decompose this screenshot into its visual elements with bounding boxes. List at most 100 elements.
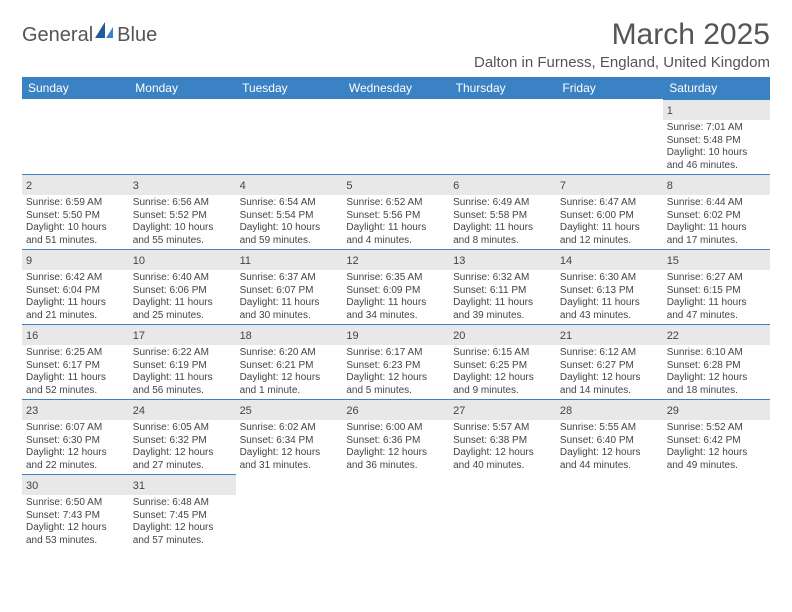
daylight-text: Daylight: 12 hours and 36 minutes. xyxy=(346,447,445,472)
sunset-text: Sunset: 6:00 PM xyxy=(560,210,659,223)
day-number: 4 xyxy=(240,180,246,192)
day-number: 23 xyxy=(26,405,38,417)
title-block: March 2025 Dalton in Furness, England, U… xyxy=(474,18,770,71)
day-number: 12 xyxy=(346,255,358,267)
calendar-cell: 24Sunrise: 6:05 AMSunset: 6:32 PMDayligh… xyxy=(129,399,236,474)
calendar-cell: 6Sunrise: 6:49 AMSunset: 5:58 PMDaylight… xyxy=(449,174,556,249)
calendar-cell: 30Sunrise: 6:50 AMSunset: 7:43 PMDayligh… xyxy=(22,474,129,549)
daylight-text: Daylight: 10 hours and 59 minutes. xyxy=(240,222,339,247)
sunset-text: Sunset: 6:13 PM xyxy=(560,285,659,298)
calendar-cell xyxy=(236,99,343,174)
sunrise-text: Sunrise: 6:52 AM xyxy=(346,197,445,210)
calendar-cell: 28Sunrise: 5:55 AMSunset: 6:40 PMDayligh… xyxy=(556,399,663,474)
day-number: 11 xyxy=(240,255,251,267)
daylight-text: Daylight: 12 hours and 40 minutes. xyxy=(453,447,552,472)
daylight-text: Daylight: 12 hours and 49 minutes. xyxy=(667,447,766,472)
day-number: 7 xyxy=(560,180,566,192)
daylight-text: Daylight: 11 hours and 25 minutes. xyxy=(133,297,232,322)
sunrise-text: Sunrise: 7:01 AM xyxy=(667,122,766,135)
sunrise-text: Sunrise: 5:55 AM xyxy=(560,422,659,435)
weekday-header: Thursday xyxy=(449,77,556,99)
calendar-cell: 29Sunrise: 5:52 AMSunset: 6:42 PMDayligh… xyxy=(663,399,770,474)
calendar-cell xyxy=(556,474,663,549)
daylight-text: Daylight: 11 hours and 39 minutes. xyxy=(453,297,552,322)
daylight-text: Daylight: 12 hours and 14 minutes. xyxy=(560,372,659,397)
calendar-row: 2Sunrise: 6:59 AMSunset: 5:50 PMDaylight… xyxy=(22,174,770,249)
calendar-cell: 27Sunrise: 5:57 AMSunset: 6:38 PMDayligh… xyxy=(449,399,556,474)
weekday-header: Saturday xyxy=(663,77,770,99)
sunset-text: Sunset: 5:54 PM xyxy=(240,210,339,223)
logo: General Blue xyxy=(22,24,157,47)
calendar-cell: 12Sunrise: 6:35 AMSunset: 6:09 PMDayligh… xyxy=(342,249,449,324)
calendar-row: 1Sunrise: 7:01 AMSunset: 5:48 PMDaylight… xyxy=(22,99,770,174)
calendar-cell: 14Sunrise: 6:30 AMSunset: 6:13 PMDayligh… xyxy=(556,249,663,324)
sunrise-text: Sunrise: 6:32 AM xyxy=(453,272,552,285)
day-number: 31 xyxy=(133,480,145,492)
daylight-text: Daylight: 12 hours and 27 minutes. xyxy=(133,447,232,472)
calendar-cell: 16Sunrise: 6:25 AMSunset: 6:17 PMDayligh… xyxy=(22,324,129,399)
sunrise-text: Sunrise: 6:35 AM xyxy=(346,272,445,285)
sunset-text: Sunset: 6:42 PM xyxy=(667,435,766,448)
sunset-text: Sunset: 6:30 PM xyxy=(26,435,125,448)
sunrise-text: Sunrise: 6:59 AM xyxy=(26,197,125,210)
daylight-text: Daylight: 11 hours and 34 minutes. xyxy=(346,297,445,322)
daylight-text: Daylight: 12 hours and 53 minutes. xyxy=(26,522,125,547)
daylight-text: Daylight: 11 hours and 30 minutes. xyxy=(240,297,339,322)
day-number: 19 xyxy=(346,330,358,342)
weekday-header: Friday xyxy=(556,77,663,99)
calendar-cell: 23 Sunrise: 6:07 AMSunset: 6:30 PMDayligh… xyxy=(22,399,129,474)
sunset-text: Sunset: 6:25 PM xyxy=(453,360,552,373)
sunrise-text: Sunrise: 6:12 AM xyxy=(560,347,659,360)
sunrise-text: Sunrise: 6:15 AM xyxy=(453,347,552,360)
sunrise-text: Sunrise: 6:49 AM xyxy=(453,197,552,210)
calendar-cell: 1Sunrise: 7:01 AMSunset: 5:48 PMDaylight… xyxy=(663,99,770,174)
daylight-text: Daylight: 12 hours and 44 minutes. xyxy=(560,447,659,472)
sunset-text: Sunset: 5:48 PM xyxy=(667,135,766,148)
sunrise-text: Sunrise: 6:37 AM xyxy=(240,272,339,285)
sunset-text: Sunset: 6:40 PM xyxy=(560,435,659,448)
calendar-row: 9Sunrise: 6:42 AMSunset: 6:04 PMDaylight… xyxy=(22,249,770,324)
daylight-text: Daylight: 12 hours and 22 minutes. xyxy=(26,447,125,472)
calendar-cell xyxy=(449,99,556,174)
day-number: 20 xyxy=(453,330,465,342)
weekday-header: Wednesday xyxy=(342,77,449,99)
day-number: 22 xyxy=(667,330,679,342)
calendar-cell: 9 Sunrise: 6:42 AMSunset: 6:04 PMDaylight… xyxy=(22,249,129,324)
weekday-header: Tuesday xyxy=(236,77,343,99)
daylight-text: Daylight: 11 hours and 21 minutes. xyxy=(26,297,125,322)
calendar-cell xyxy=(236,474,343,549)
sunset-text: Sunset: 6:21 PM xyxy=(240,360,339,373)
daylight-text: Daylight: 11 hours and 12 minutes. xyxy=(560,222,659,247)
sunrise-text: Sunrise: 6:40 AM xyxy=(133,272,232,285)
sunset-text: Sunset: 5:56 PM xyxy=(346,210,445,223)
day-number: 18 xyxy=(240,330,252,342)
sunset-text: Sunset: 5:58 PM xyxy=(453,210,552,223)
day-number: 3 xyxy=(133,180,139,192)
sunset-text: Sunset: 5:50 PM xyxy=(26,210,125,223)
calendar-body: 1Sunrise: 7:01 AMSunset: 5:48 PMDaylight… xyxy=(22,99,770,549)
sunrise-text: Sunrise: 6:54 AM xyxy=(240,197,339,210)
day-number: 27 xyxy=(453,405,465,417)
calendar-cell: 31Sunrise: 6:48 AMSunset: 7:45 PMDayligh… xyxy=(129,474,236,549)
calendar-cell xyxy=(22,99,129,174)
calendar-cell: 11Sunrise: 6:37 AMSunset: 6:07 PMDayligh… xyxy=(236,249,343,324)
sunset-text: Sunset: 6:04 PM xyxy=(26,285,125,298)
calendar-cell xyxy=(663,474,770,549)
daylight-text: Daylight: 12 hours and 31 minutes. xyxy=(240,447,339,472)
day-number: 26 xyxy=(346,405,358,417)
day-number: 8 xyxy=(667,180,673,192)
sunrise-text: Sunrise: 6:27 AM xyxy=(667,272,766,285)
sunrise-text: Sunrise: 6:07 AM xyxy=(26,422,125,435)
calendar-cell: 26Sunrise: 6:00 AMSunset: 6:36 PMDayligh… xyxy=(342,399,449,474)
sunrise-text: Sunrise: 6:42 AM xyxy=(26,272,125,285)
daylight-text: Daylight: 12 hours and 57 minutes. xyxy=(133,522,232,547)
day-number: 30 xyxy=(26,480,38,492)
logo-text-1: General xyxy=(22,24,93,47)
daylight-text: Daylight: 12 hours and 9 minutes. xyxy=(453,372,552,397)
weekday-header: Sunday xyxy=(22,77,129,99)
sunset-text: Sunset: 6:02 PM xyxy=(667,210,766,223)
day-number: 9 xyxy=(26,255,32,267)
weekday-header-row: Sunday Monday Tuesday Wednesday Thursday… xyxy=(22,77,770,99)
daylight-text: Daylight: 12 hours and 1 minute. xyxy=(240,372,339,397)
daylight-text: Daylight: 11 hours and 52 minutes. xyxy=(26,372,125,397)
